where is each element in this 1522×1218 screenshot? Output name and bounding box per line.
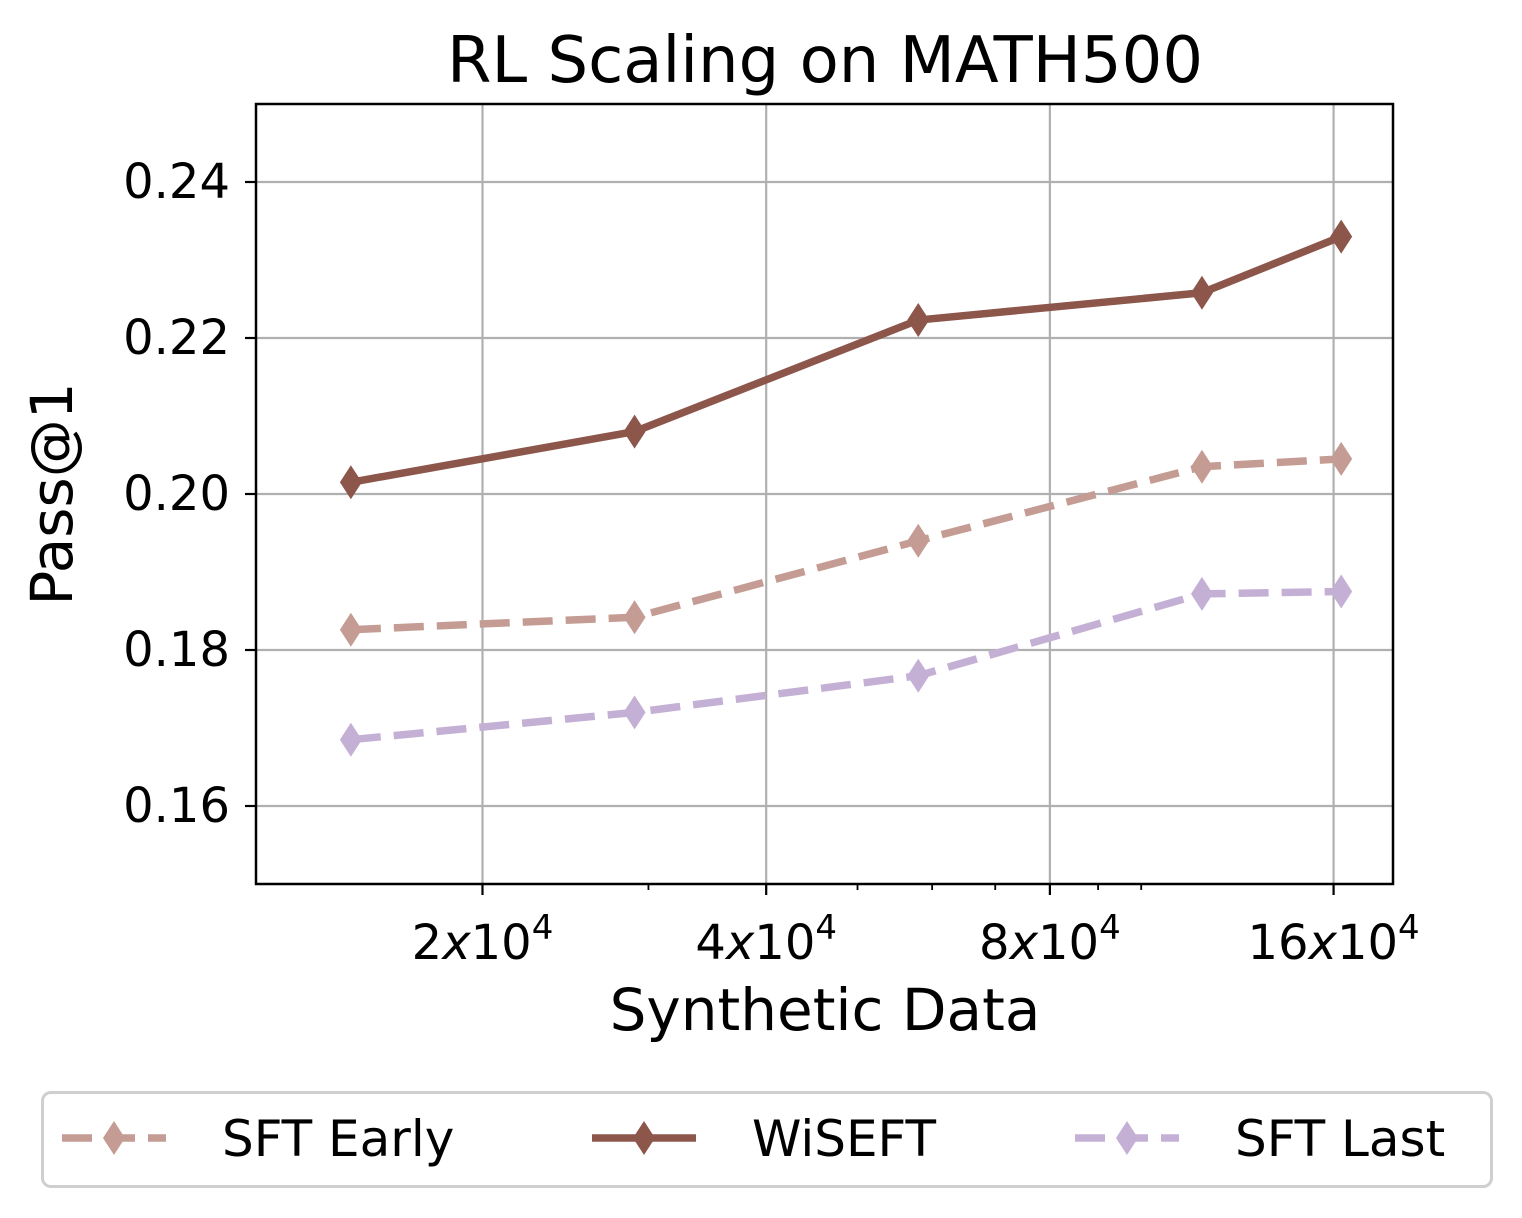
- x-tick-label: 16x104: [1247, 908, 1419, 971]
- data-point: [1330, 441, 1353, 476]
- legend-label: SFT Last: [1235, 1110, 1445, 1168]
- data-point: [1190, 449, 1213, 484]
- data-point: [623, 414, 646, 449]
- x-tick-label: 2x104: [412, 908, 554, 971]
- series-line-sft-early: [350, 455, 1342, 634]
- data-point: [1330, 219, 1353, 254]
- legend-frame: [41, 1091, 1493, 1188]
- legend-label: SFT Early: [222, 1110, 454, 1168]
- legend-marker: [103, 1121, 125, 1155]
- legend: SFT Early WiSEFT SFT Last: [62, 1110, 1445, 1168]
- data-point: [623, 600, 646, 635]
- data-point: [1190, 275, 1213, 310]
- y-tick-label: 0.18: [123, 622, 230, 678]
- x-tick-label: 4x104: [695, 908, 837, 971]
- legend-label: WiSEFT: [752, 1110, 936, 1168]
- data-point: [907, 658, 930, 693]
- series-layer: [339, 219, 1353, 757]
- chart-title: RL Scaling on MATH500: [447, 24, 1203, 98]
- x-tick-label: 8x104: [979, 908, 1121, 971]
- data-point: [339, 722, 362, 757]
- grid: [256, 104, 1393, 884]
- y-tick-label: 0.24: [123, 154, 230, 210]
- data-point: [1190, 576, 1213, 611]
- data-point: [623, 695, 646, 730]
- axis-ticks: 0.16 0.18 0.20 0.22 0.24 2x104 4x104 8x104 16x10…: [123, 154, 1420, 971]
- data-point: [907, 303, 930, 338]
- legend-marker: [633, 1121, 655, 1155]
- series-line-sft-last: [350, 587, 1342, 744]
- y-tick-label: 0.20: [123, 466, 230, 522]
- y-tick-label: 0.16: [123, 778, 230, 834]
- data-point: [907, 523, 930, 558]
- series-line-wiseft: [350, 233, 1343, 486]
- legend-marker: [1116, 1121, 1138, 1155]
- x-axis-label: Synthetic Data: [610, 976, 1041, 1044]
- data-point: [1330, 574, 1353, 609]
- y-tick-label: 0.22: [123, 310, 230, 366]
- y-axis-label: Pass@1: [18, 382, 86, 605]
- data-point: [339, 612, 362, 647]
- data-point: [339, 465, 362, 500]
